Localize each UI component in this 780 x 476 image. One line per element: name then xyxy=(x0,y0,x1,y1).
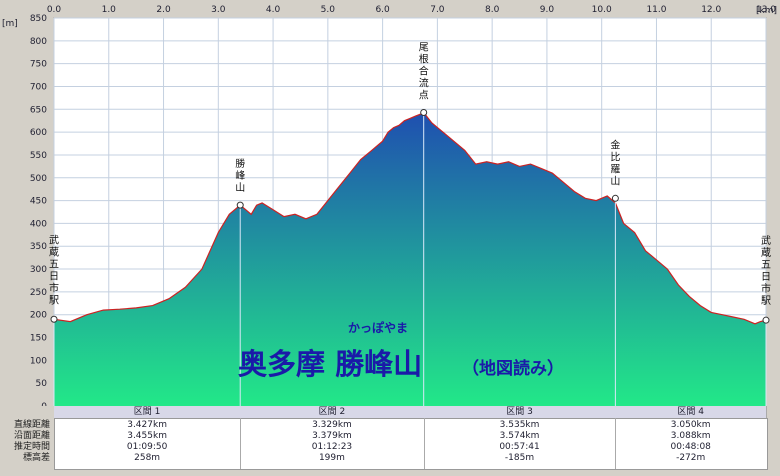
y-tick-label: 450 xyxy=(30,197,47,207)
y-tick-label: 650 xyxy=(30,105,47,115)
y-tick-label: 500 xyxy=(30,174,47,184)
table-cell: 00:57:41 xyxy=(499,442,540,452)
elevation-area xyxy=(54,112,766,406)
x-tick-label: 8.0 xyxy=(485,5,500,15)
waypoint-marker xyxy=(420,108,428,116)
waypoint-marker xyxy=(762,316,770,324)
y-tick-label: 250 xyxy=(30,288,47,298)
y-axis-ticks: 0 50 100 150 200 250 300 350 400 450 500 550 600 650 7… xyxy=(30,14,47,406)
chart-title-reading: かっぽやま xyxy=(348,320,408,335)
table-divider xyxy=(423,418,425,469)
table-row-label: 標高差 xyxy=(22,453,50,463)
waypoint-label: 武蔵五日市駅 xyxy=(49,233,59,306)
section-table: 直線距離 沿面距離 推定時間 標高差 区間 1 3.427km 3.455km 01:09:5… xyxy=(0,406,780,476)
table-cell: 3.050km xyxy=(670,420,711,430)
table-divider xyxy=(615,418,617,469)
table-row-label: 沿面距離 xyxy=(13,431,50,441)
table-cell: -272m xyxy=(676,453,706,463)
y-tick-label: 850 xyxy=(30,14,47,24)
section-lines xyxy=(53,112,767,406)
x-tick-label: 13.0 xyxy=(756,5,776,15)
table-cell: 3.455km xyxy=(127,431,167,441)
waypoint-marker xyxy=(50,315,58,323)
x-tick-label: 6.0 xyxy=(375,5,390,15)
y-tick-label: 150 xyxy=(30,334,47,344)
x-tick-label: 10.0 xyxy=(592,5,612,15)
y-tick-label: 400 xyxy=(30,219,47,229)
chart-subtitle: （地図読み） xyxy=(462,358,564,379)
x-axis-ticks: 0.0 1.0 2.0 3.0 4.0 5.0 6.0 7.0 8.0 9.0 10.0 11.0 12… xyxy=(47,5,776,15)
y-tick-label: 0 xyxy=(41,402,47,406)
x-tick-label: 5.0 xyxy=(321,5,336,15)
section-header: 区間 4 xyxy=(615,406,767,418)
x-unit-label: [km] xyxy=(756,6,777,16)
waypoint-label: 勝峰山 xyxy=(235,157,245,194)
table-divider xyxy=(240,418,242,469)
table-cell: 3.574km xyxy=(499,431,540,441)
table-row-label: 直線距離 xyxy=(13,420,50,430)
waypoint-label: 武蔵五日市駅 xyxy=(761,234,771,307)
waypoint-marker xyxy=(611,194,619,202)
table-cell: 01:12:23 xyxy=(311,442,353,452)
table-cell: 01:09:50 xyxy=(126,442,168,452)
x-tick-label: 2.0 xyxy=(156,5,171,15)
y-tick-label: 350 xyxy=(30,242,47,252)
table-cell: 199m xyxy=(318,453,345,463)
y-unit-label: [m] xyxy=(2,19,18,29)
y-tick-label: 600 xyxy=(30,128,47,138)
section-header: 区間 3 xyxy=(423,406,617,418)
table-cell: 3.379km xyxy=(312,431,352,441)
x-tick-label: 9.0 xyxy=(540,5,555,15)
x-tick-label: 12.0 xyxy=(701,5,721,15)
x-tick-label: 1.0 xyxy=(102,5,117,15)
y-tick-label: 550 xyxy=(30,151,47,161)
table-cell: 3.427km xyxy=(127,420,167,430)
y-tick-label: 200 xyxy=(30,311,47,321)
table-cell: 00:48:08 xyxy=(670,442,711,452)
table-cell: -185m xyxy=(504,453,535,463)
elevation-chart: 0.0 1.0 2.0 3.0 4.0 5.0 6.0 7.0 8.0 9.0 10.0 11.0 12… xyxy=(2,5,777,406)
x-tick-label: 4.0 xyxy=(266,5,281,15)
table-cell: 3.088km xyxy=(670,431,711,441)
y-tick-label: 700 xyxy=(30,82,47,92)
section-header: 区間 1 xyxy=(54,406,242,418)
table-cell: 3.329km xyxy=(312,420,352,430)
y-tick-label: 750 xyxy=(30,60,47,70)
table-body xyxy=(54,418,768,470)
y-tick-label: 800 xyxy=(30,37,47,47)
waypoint-label: 金比羅山 xyxy=(610,138,620,187)
y-tick-label: 100 xyxy=(30,356,47,366)
x-tick-label: 3.0 xyxy=(211,5,226,15)
x-tick-label: 7.0 xyxy=(430,5,445,15)
y-tick-label: 300 xyxy=(30,265,47,275)
table-cell: 3.535km xyxy=(499,420,540,430)
section-header: 区間 2 xyxy=(240,406,425,418)
chart-title: 奥多摩 勝峰山 xyxy=(238,347,422,381)
table-cell: 258m xyxy=(134,453,161,463)
x-tick-label: 11.0 xyxy=(646,5,666,15)
waypoint-label: 尾根合流点 xyxy=(419,41,429,101)
y-tick-label: 50 xyxy=(36,379,48,389)
waypoint-marker xyxy=(236,201,244,209)
table-row-label: 推定時間 xyxy=(13,442,50,452)
x-tick-label: 0.0 xyxy=(47,5,62,15)
